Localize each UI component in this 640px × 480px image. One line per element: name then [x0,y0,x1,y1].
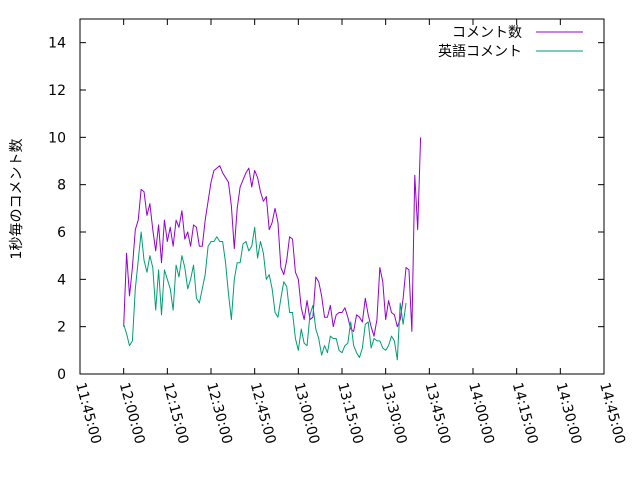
x-tick-label: 12:30:00 [203,381,235,446]
y-tick-label: 14 [48,36,66,52]
x-tick-label: 13:15:00 [334,381,366,446]
y-tick-label: 6 [57,225,66,241]
plot-border [79,18,605,375]
y-tick-label: 10 [48,130,66,146]
y-tick-label: 8 [57,178,66,194]
series-layer [123,137,422,361]
series-line-0 [123,137,422,337]
x-tick-label: 12:45:00 [247,381,279,446]
x-tick-label: 14:30:00 [552,381,584,446]
y-tick-label: 12 [48,83,66,99]
y-axis: 0 2 4 6 8 10 12 14 [48,36,604,383]
y-tick-label: 4 [57,272,66,288]
legend-label: コメント数 [452,25,522,41]
y-tick-label: 0 [57,367,66,383]
x-tick-label: 14:15:00 [509,381,541,446]
x-tick-label: 13:30:00 [378,381,410,446]
x-tick-label: 14:00:00 [465,381,497,446]
x-tick-label: 12:00:00 [116,381,148,446]
series-line-1 [123,226,407,361]
x-tick-label: 14:45:00 [596,381,628,446]
x-axis: 11:45:00 12:00:00 12:15:00 12:30:00 12:45:00… [72,19,628,446]
legend-label: 英語コメント [438,43,522,60]
y-tick-label: 2 [57,320,66,336]
x-tick-label: 12:15:00 [159,381,191,446]
plot-area-frame [79,18,605,375]
y-axis-label: 1秒毎のコメント数 [9,139,25,260]
x-tick-label: 11:45:00 [72,381,104,446]
x-tick-label: 13:45:00 [421,381,453,446]
x-tick-label: 13:00:00 [290,381,322,446]
